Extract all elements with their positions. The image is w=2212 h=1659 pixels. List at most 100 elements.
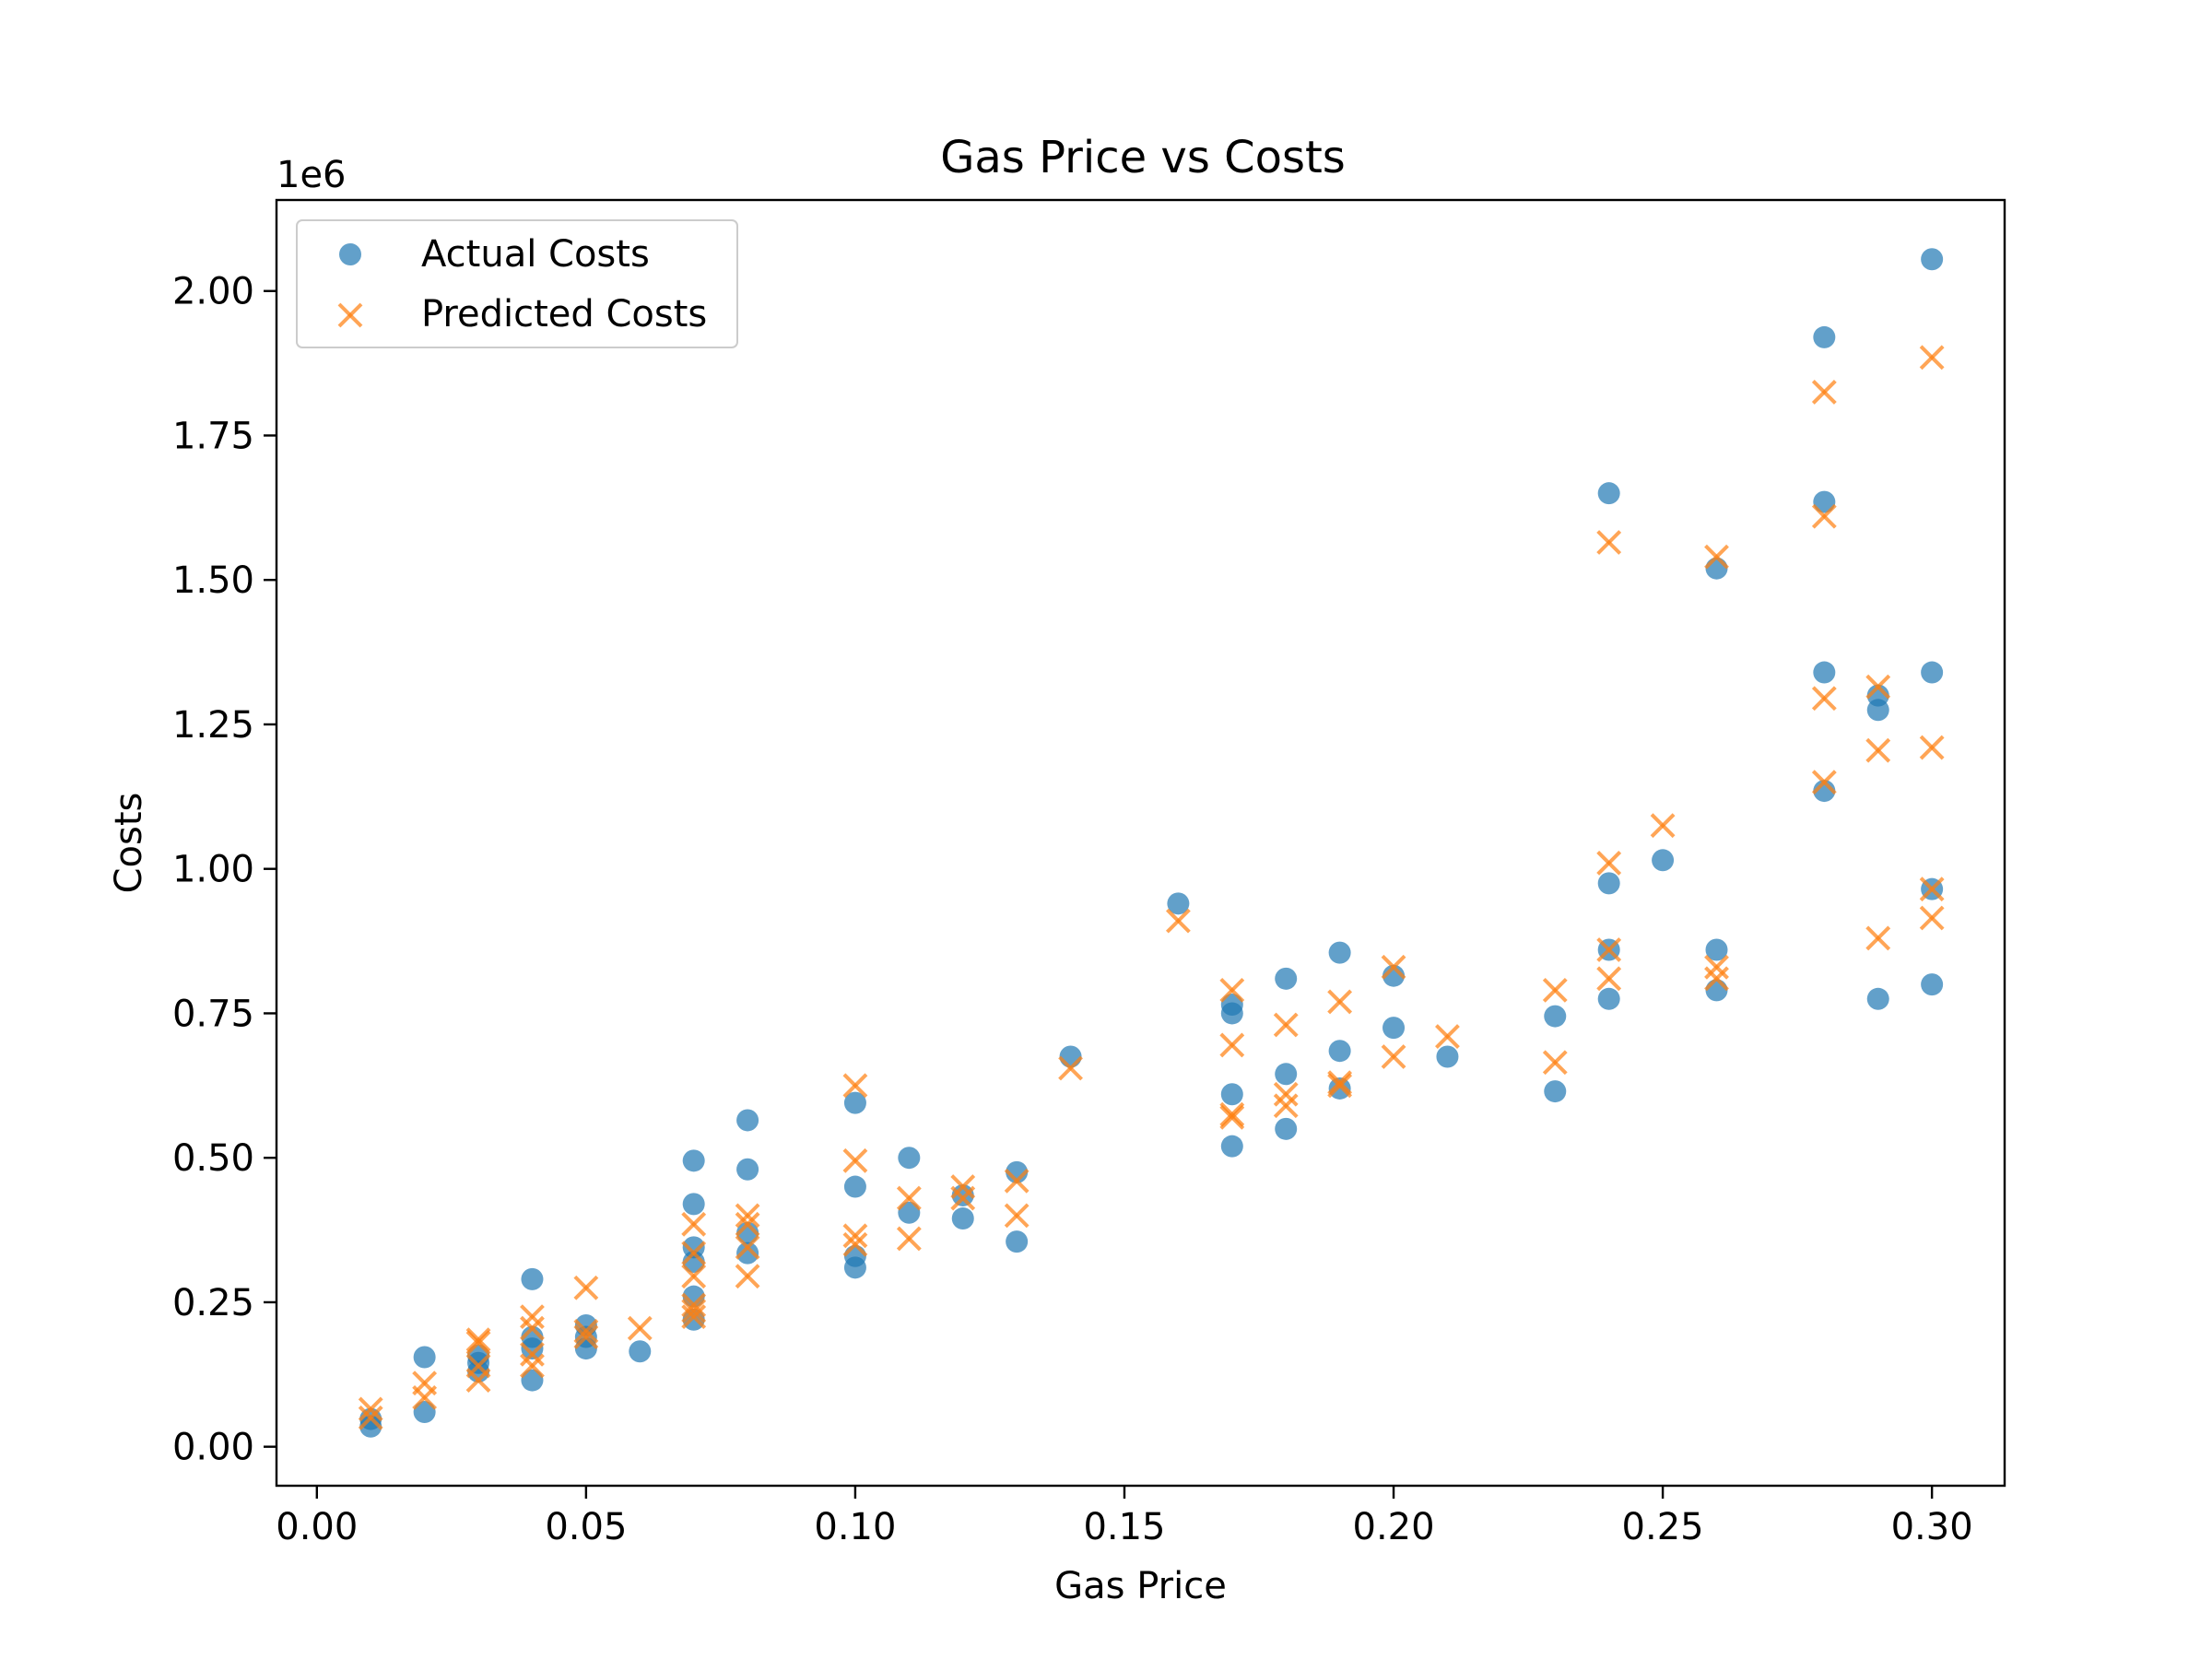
predicted-cost-point	[1596, 851, 1622, 876]
legend-marker-predicted-costs	[337, 302, 363, 328]
predicted-cost-point	[465, 1327, 491, 1353]
predicted-cost-point	[1327, 1070, 1353, 1096]
predicted-cost-point	[1219, 1104, 1245, 1130]
predicted-cost-point	[1919, 877, 1945, 902]
predicted-cost-point	[1704, 966, 1729, 992]
predicted-cost-point	[1381, 954, 1406, 980]
y-tick-label: 0.25	[172, 1282, 254, 1324]
actual-cost-point	[1705, 938, 1728, 961]
predicted-cost-point	[681, 1241, 707, 1266]
predicted-cost-point	[358, 1396, 383, 1422]
actual-cost-point	[1275, 1117, 1298, 1140]
actual-cost-point	[1220, 994, 1243, 1017]
x-tick-label: 0.00	[276, 1506, 358, 1548]
actual-cost-point	[1275, 1063, 1298, 1086]
predicted-cost-point	[465, 1353, 491, 1379]
predicted-cost-point	[1273, 1081, 1299, 1107]
actual-cost-point	[1328, 941, 1351, 964]
plot-area	[276, 200, 2005, 1486]
predicted-cost-point	[1704, 954, 1729, 980]
actual-cost-point	[1652, 849, 1675, 872]
actual-cost-point	[1328, 1077, 1351, 1100]
predicted-cost-point	[735, 1211, 760, 1237]
actual-cost-point	[898, 1201, 921, 1224]
predicted-cost-point	[735, 1203, 760, 1229]
actual-cost-point	[1813, 661, 1836, 684]
predicted-cost-point	[681, 1304, 707, 1330]
predicted-cost-point	[1327, 1073, 1353, 1099]
x-axis-label: Gas Price	[1054, 1565, 1227, 1607]
predicted-cost-point	[1865, 737, 1891, 763]
actual-cost-point	[521, 1369, 544, 1392]
predicted-cost-point	[465, 1330, 491, 1356]
predicted-cost-point	[1919, 735, 1945, 760]
actual-cost-point	[1275, 967, 1298, 990]
y-tick-label: 0.00	[172, 1427, 254, 1469]
predicted-cost-point	[1219, 1032, 1245, 1058]
actual-cost-point	[1705, 557, 1728, 580]
predicted-cost-point	[735, 1264, 760, 1289]
actual-cost-point	[736, 1158, 759, 1181]
actual-cost-point	[521, 1267, 544, 1290]
predicted-cost-point	[896, 1185, 922, 1211]
x-tick-label: 0.10	[814, 1506, 896, 1548]
predicted-cost-point	[1919, 345, 1945, 371]
actual-cost-point	[682, 1236, 705, 1259]
predicted-cost-point	[896, 1226, 922, 1252]
legend-label-predicted-costs: Predicted Costs	[421, 293, 707, 335]
actual-cost-point	[1220, 1135, 1243, 1158]
predicted-cost-point	[1542, 977, 1568, 1003]
actual-cost-point	[1597, 872, 1620, 895]
legend-marker-actual-costs	[339, 243, 361, 265]
actual-cost-point	[1544, 1080, 1567, 1103]
y-tick-label: 1.00	[172, 849, 254, 891]
predicted-cost-point	[1273, 1093, 1299, 1119]
predicted-cost-point	[1273, 1012, 1299, 1038]
predicted-cost-point	[520, 1304, 545, 1330]
x-tick-label: 0.25	[1622, 1506, 1704, 1548]
actual-cost-point	[898, 1147, 921, 1170]
predicted-cost-point	[1004, 1203, 1030, 1229]
predicted-cost-point	[1219, 1101, 1245, 1127]
actual-cost-point	[1167, 892, 1190, 915]
actual-cost-point	[1220, 1083, 1243, 1106]
predicted-cost-point	[681, 1211, 707, 1237]
predicted-cost-point	[1435, 1024, 1460, 1049]
chart-title: Gas Price vs Costs	[940, 132, 1346, 183]
actual-cost-point	[843, 1175, 866, 1198]
actual-cost-point	[1866, 987, 1889, 1010]
predicted-cost-point	[950, 1174, 976, 1199]
predicted-cost-point	[842, 1223, 868, 1249]
y-tick-label: 1.75	[172, 415, 254, 457]
predicted-cost-point	[681, 1298, 707, 1324]
actual-cost-point	[843, 1091, 866, 1114]
predicted-cost-point	[1811, 770, 1837, 795]
predicted-cost-point	[1919, 905, 1945, 931]
y-tick-label: 1.50	[172, 559, 254, 602]
actual-cost-point	[1921, 973, 1944, 996]
predicted-cost-point	[735, 1234, 760, 1260]
predicted-cost-point	[520, 1353, 545, 1379]
actual-cost-point	[1382, 1017, 1406, 1040]
x-tick-label: 0.20	[1353, 1506, 1435, 1548]
predicted-cost-point	[681, 1292, 707, 1318]
predicted-cost-point	[1865, 925, 1891, 951]
actual-cost-point	[1813, 490, 1836, 513]
actual-cost-point	[843, 1244, 866, 1267]
predicted-cost-point	[573, 1275, 599, 1300]
actual-cost-point	[736, 1109, 759, 1132]
actual-cost-point	[1006, 1230, 1029, 1253]
predicted-cost-point	[1058, 1055, 1083, 1081]
predicted-cost-point	[412, 1371, 438, 1396]
predicted-cost-point	[681, 1264, 707, 1289]
y-tick-label: 0.75	[172, 993, 254, 1035]
actual-cost-point	[1597, 987, 1620, 1010]
actual-cost-point	[682, 1149, 705, 1172]
actual-cost-point	[1921, 661, 1944, 684]
actual-cost-point	[1328, 1040, 1351, 1063]
actual-cost-point	[413, 1346, 436, 1369]
predicted-cost-point	[1865, 674, 1891, 700]
actual-cost-point	[1813, 325, 1836, 348]
actual-cost-point	[413, 1401, 436, 1424]
actual-cost-point	[682, 1193, 705, 1216]
